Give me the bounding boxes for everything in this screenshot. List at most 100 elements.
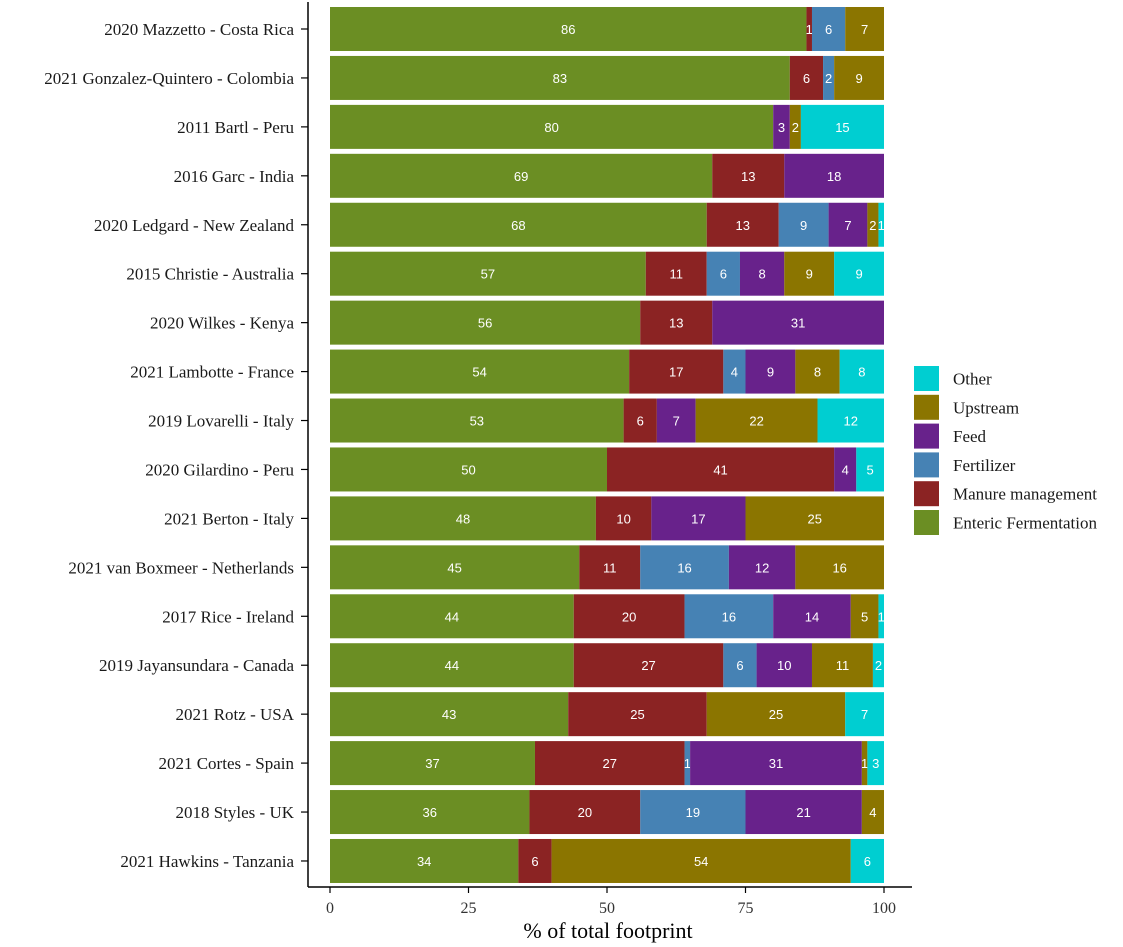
bar-enteric-fermentation-8: [330, 398, 624, 443]
bar-feed-12: [773, 594, 851, 639]
legend-label-feed: Feed: [953, 427, 987, 446]
bar-feed-9: [834, 447, 857, 492]
data-label: 22: [749, 414, 763, 429]
bar-manure-management-11: [579, 545, 641, 590]
bar-enteric-fermentation-4: [330, 202, 707, 247]
category-label: 2021 van Boxmeer - Netherlands: [68, 558, 294, 577]
bar-enteric-fermentation-0: [330, 7, 807, 51]
bar-upstream-13: [811, 643, 873, 688]
bar-feed-11: [728, 545, 796, 590]
bar-enteric-fermentation-2: [330, 104, 774, 149]
bar-upstream-12: [850, 594, 879, 639]
data-label: 1: [806, 22, 813, 37]
bar-enteric-fermentation-6: [330, 300, 641, 345]
bar-other-2: [800, 104, 884, 149]
data-label: 6: [637, 414, 644, 429]
x-tick-label: 0: [326, 900, 334, 917]
legend-swatch-other: [914, 366, 939, 391]
bar-manure-management-8: [623, 398, 657, 443]
category-label: 2017 Rice - Ireland: [162, 607, 294, 626]
bar-feed-15: [690, 741, 862, 786]
data-label: 25: [808, 511, 822, 526]
data-label: 6: [825, 22, 832, 37]
bar-manure-management-14: [568, 692, 707, 737]
data-label: 21: [796, 805, 810, 820]
bar-feed-6: [712, 300, 884, 345]
data-label: 7: [844, 218, 851, 233]
data-label: 4: [842, 462, 849, 477]
data-label: 68: [511, 218, 525, 233]
bar-manure-management-1: [789, 55, 824, 100]
category-label: 2020 Gilardino - Peru: [145, 460, 294, 479]
legend-label-other: Other: [953, 370, 992, 389]
x-tick-label: 50: [599, 900, 615, 917]
data-label: 2: [792, 120, 799, 135]
data-label: 6: [531, 854, 538, 869]
bar-feed-16: [745, 790, 862, 835]
bar-fertilizer-12: [684, 594, 774, 639]
bar-fertilizer-4: [778, 202, 829, 247]
data-label: 6: [736, 658, 743, 673]
data-label: 10: [616, 511, 630, 526]
bar-feed-3: [784, 153, 884, 198]
bar-feed-13: [756, 643, 812, 688]
data-label: 14: [805, 609, 819, 624]
bar-upstream-10: [745, 496, 884, 541]
bar-enteric-fermentation-14: [330, 692, 569, 737]
legend-label-enteric-fermentation: Enteric Fermentation: [953, 514, 1097, 533]
data-label: 1: [878, 218, 885, 233]
data-label: 9: [806, 267, 813, 282]
bar-feed-4: [828, 202, 868, 247]
category-label: 2021 Lambotte - France: [130, 363, 294, 382]
data-label: 4: [869, 805, 876, 820]
bar-manure-management-0: [806, 7, 812, 51]
data-label: 13: [735, 218, 749, 233]
data-label: 2: [825, 71, 832, 86]
bar-other-7: [839, 349, 884, 394]
bar-manure-management-15: [534, 741, 685, 786]
bar-upstream-2: [789, 104, 801, 149]
legend-label-fertilizer: Fertilizer: [953, 456, 1016, 475]
data-label: 16: [677, 560, 691, 575]
legend-swatch-enteric-fermentation: [914, 510, 939, 535]
bar-upstream-4: [867, 202, 879, 247]
data-label: 56: [478, 316, 492, 331]
data-label: 10: [777, 658, 791, 673]
data-label: 25: [630, 707, 644, 722]
data-label: 37: [425, 756, 439, 771]
data-label: 53: [470, 414, 484, 429]
data-label: 17: [669, 365, 683, 380]
data-label: 7: [861, 707, 868, 722]
bar-upstream-17: [551, 838, 851, 883]
data-label: 1: [878, 609, 885, 624]
legend-swatch-manure-management: [914, 481, 939, 507]
data-label: 27: [641, 658, 655, 673]
bar-manure-management-17: [518, 838, 552, 883]
bar-enteric-fermentation-11: [330, 545, 580, 590]
data-label: 41: [713, 462, 727, 477]
bar-other-4: [878, 202, 884, 247]
data-label: 11: [670, 267, 684, 282]
bar-feed-10: [651, 496, 746, 541]
category-labels: 2020 Mazzetto - Costa Rica 2021 Gonzalez-…: [44, 20, 308, 871]
bar-other-5: [834, 251, 884, 296]
bar-enteric-fermentation-15: [330, 741, 535, 786]
bar-feed-7: [745, 349, 796, 394]
data-label: 1: [684, 756, 691, 771]
data-label: 20: [578, 805, 592, 820]
data-label: 3: [872, 756, 879, 771]
data-label: 15: [835, 120, 849, 135]
bar-fertilizer-13: [723, 643, 757, 688]
data-label: 4: [731, 365, 738, 380]
x-tick-label: 25: [461, 900, 477, 917]
data-label: 80: [544, 120, 558, 135]
bar-other-15: [867, 741, 884, 786]
category-label: 2021 Berton - Italy: [164, 509, 294, 528]
x-axis: 0 25 50 75 100: [308, 886, 912, 917]
bar-fertilizer-15: [684, 741, 691, 786]
data-label: 5: [861, 609, 868, 624]
bar-enteric-fermentation-13: [330, 643, 574, 688]
bar-manure-management-10: [595, 496, 652, 541]
data-label: 16: [722, 609, 736, 624]
